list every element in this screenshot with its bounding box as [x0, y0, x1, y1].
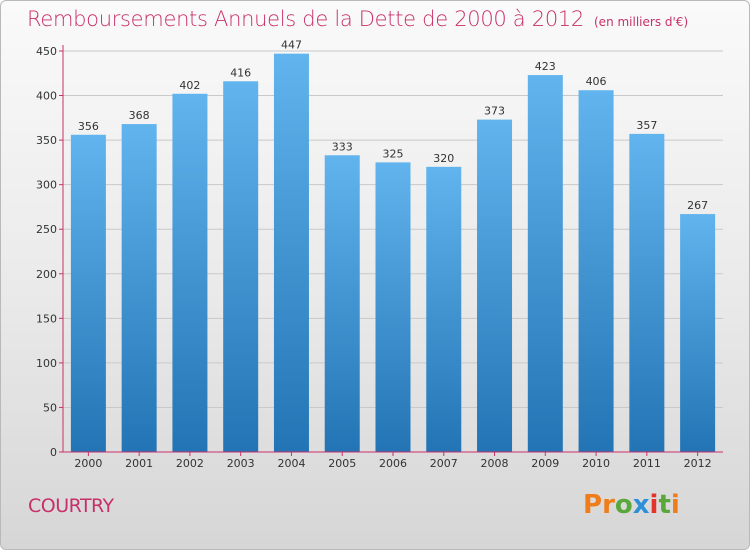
value-label-2009: 423	[535, 60, 556, 73]
x-tick-label-2000: 2000	[74, 457, 102, 470]
chart-title-unit: (en milliers d'€)	[594, 15, 689, 29]
value-label-2004: 447	[281, 39, 302, 52]
y-tick-label: 150	[36, 312, 57, 325]
value-label-2000: 356	[78, 120, 99, 133]
y-tick-label: 100	[36, 357, 57, 370]
bar-2003	[223, 81, 259, 452]
logo-letter: t	[658, 490, 671, 520]
x-tick-label-2007: 2007	[430, 457, 458, 470]
bar-2002	[172, 93, 208, 453]
x-tick-label-2002: 2002	[176, 457, 204, 470]
value-label-2012: 267	[687, 199, 708, 212]
proxiti-logo: Proxiti	[583, 490, 680, 520]
bars	[70, 53, 716, 453]
chart-title-main: Remboursements Annuels de la Dette de 20…	[27, 7, 584, 31]
y-tick-label: 250	[36, 223, 57, 236]
bar-2008	[477, 119, 513, 453]
bar-2011	[629, 133, 665, 452]
value-label-2007: 320	[433, 152, 454, 165]
y-tick-label: 350	[36, 134, 57, 147]
y-tick-label: 400	[36, 90, 57, 103]
bar-2006	[375, 162, 411, 452]
value-label-2010: 406	[586, 75, 607, 88]
x-tick-label-2010: 2010	[582, 457, 610, 470]
value-label-2008: 373	[484, 105, 505, 118]
x-tick-label-2009: 2009	[531, 457, 559, 470]
value-label-2011: 357	[636, 119, 657, 132]
place-name: COURTRY	[28, 495, 114, 517]
y-tick-label: 50	[43, 401, 57, 414]
logo-letter: i	[670, 490, 680, 520]
x-tick-label-2003: 2003	[227, 457, 255, 470]
bar-2010	[578, 90, 614, 452]
chart-title: Remboursements Annuels de la Dette de 20…	[27, 7, 688, 31]
y-tick-label: 200	[36, 268, 57, 281]
y-tick-label: 300	[36, 179, 57, 192]
bar-2001	[121, 124, 157, 453]
x-tick-label-2006: 2006	[379, 457, 407, 470]
x-tick-label-2005: 2005	[328, 457, 356, 470]
y-tick-label: 0	[50, 446, 57, 459]
x-tick-label-2012: 2012	[684, 457, 712, 470]
logo-letter: r	[602, 490, 615, 520]
bar-2000	[70, 134, 106, 452]
x-tick-label-2011: 2011	[633, 457, 661, 470]
value-label-2005: 333	[332, 140, 353, 153]
bar-2005	[324, 155, 360, 452]
bar-2009	[527, 75, 563, 452]
value-label-2003: 416	[230, 66, 251, 79]
x-tick-label-2008: 2008	[481, 457, 509, 470]
logo-letter: x	[632, 490, 650, 520]
value-labels: 356 368 402 416 447 333 325 320 373 423 406 357 267	[78, 39, 708, 212]
value-label-2002: 402	[179, 79, 200, 92]
value-label-2001: 368	[129, 109, 150, 122]
x-tick-label-2004: 2004	[277, 457, 305, 470]
bar-2012	[680, 214, 716, 452]
axes: 0 50 100 150 200 250 300 350 400 450 2000 2001 2002 2…	[36, 45, 723, 470]
bar-2004	[273, 53, 309, 452]
x-tick-label-2001: 2001	[125, 457, 153, 470]
logo-letter: o	[614, 490, 633, 520]
logo-letter: i	[649, 490, 659, 520]
logo-letter: P	[583, 490, 603, 520]
y-tick-label: 450	[36, 45, 57, 58]
value-label-2006: 325	[383, 147, 404, 160]
bar-2007	[426, 166, 462, 452]
